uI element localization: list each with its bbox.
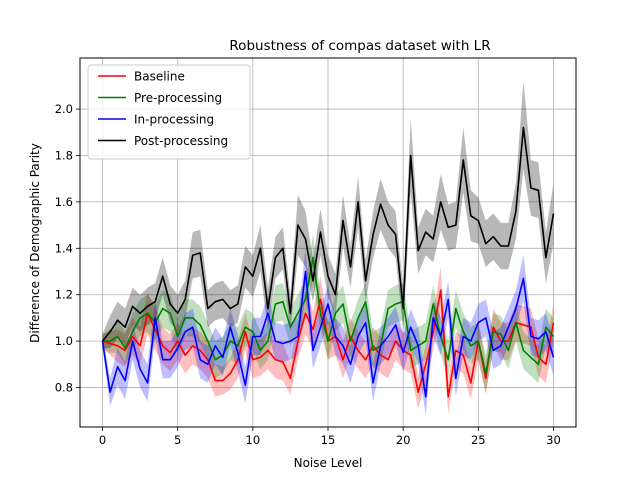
x-tick-label: 30 bbox=[546, 433, 561, 447]
series-lines bbox=[101, 126, 555, 398]
x-axis-ticks: 0 5 10 15 20 25 30 bbox=[99, 427, 561, 447]
y-tick-label: 1.8 bbox=[55, 148, 73, 162]
legend-box bbox=[87, 64, 251, 160]
x-tick-label: 25 bbox=[471, 433, 486, 447]
y-tick-label: 2.0 bbox=[55, 102, 73, 116]
x-tick-label: 10 bbox=[246, 433, 261, 447]
legend-label-post-processing: Post-processing bbox=[134, 134, 228, 148]
legend-label-in-processing: In-processing bbox=[134, 113, 214, 127]
chart-title: Robustness of compas dataset with LR bbox=[229, 38, 490, 54]
x-tick-label: 15 bbox=[321, 433, 336, 447]
x-tick-label: 5 bbox=[174, 433, 181, 447]
line-in-processing bbox=[101, 270, 555, 398]
y-tick-label: 1.4 bbox=[55, 241, 73, 255]
line-post-processing bbox=[101, 126, 555, 342]
x-tick-label: 20 bbox=[396, 433, 411, 447]
legend-label-pre-processing: Pre-processing bbox=[134, 91, 222, 105]
grid bbox=[80, 58, 576, 427]
y-tick-label: 0.8 bbox=[55, 381, 73, 395]
y-axis-ticks: 0.8 1.0 1.2 1.4 1.6 1.8 2.0 bbox=[55, 102, 80, 395]
y-tick-label: 1.0 bbox=[55, 334, 73, 348]
x-axis-label: Noise Level bbox=[294, 456, 363, 470]
y-tick-label: 1.6 bbox=[55, 195, 73, 209]
legend: Baseline Pre-processing In-processing Post-… bbox=[87, 64, 251, 160]
y-tick-label: 1.2 bbox=[55, 288, 73, 302]
line-pre-processing bbox=[102, 256, 555, 375]
band-pre-processing bbox=[102, 234, 554, 393]
legend-label-baseline: Baseline bbox=[134, 70, 185, 84]
y-axis-label: Difference of Demographic Parity bbox=[28, 143, 42, 343]
x-tick-label: 0 bbox=[99, 433, 106, 447]
band-post-processing bbox=[102, 81, 554, 349]
